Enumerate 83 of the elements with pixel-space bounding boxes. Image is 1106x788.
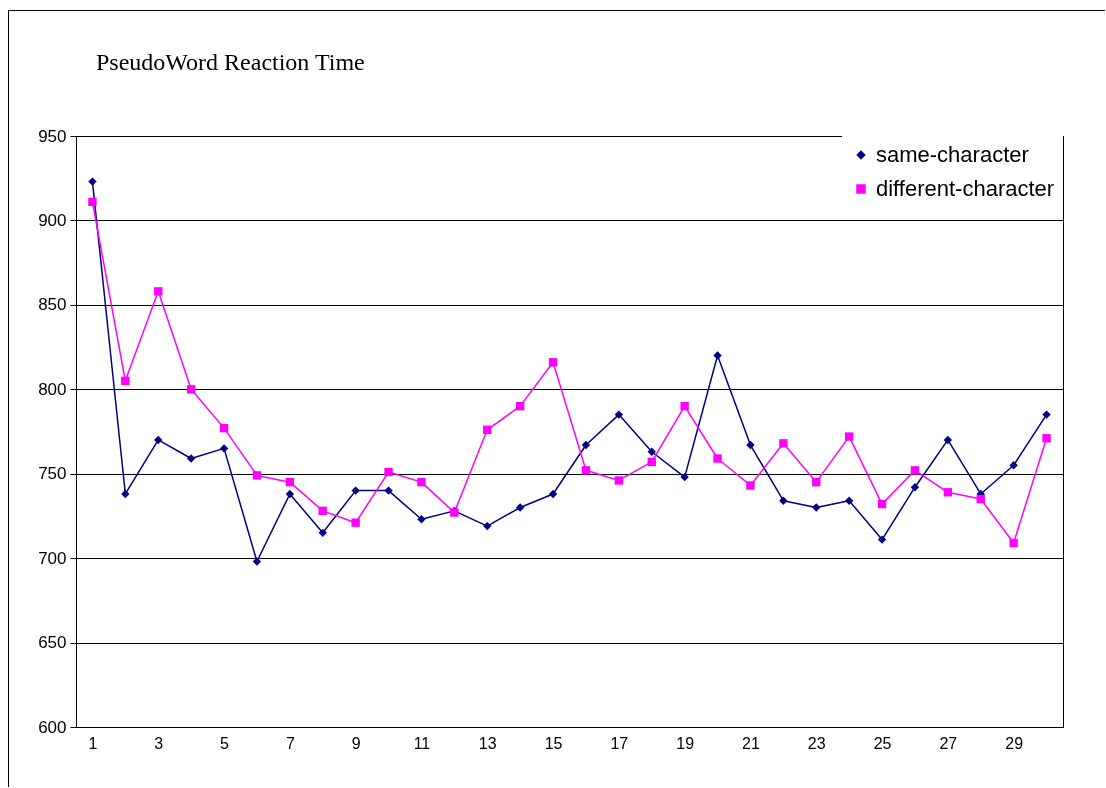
- point: [746, 481, 755, 490]
- y-tick-label: 950: [38, 126, 67, 146]
- x-tick-label: 11: [413, 734, 431, 752]
- x-tick-label: 25: [873, 734, 892, 752]
- point: [121, 376, 130, 386]
- point: [680, 401, 689, 411]
- point: [252, 557, 262, 566]
- point: [88, 197, 97, 207]
- point: [285, 489, 295, 499]
- y-tick-label: 800: [38, 379, 67, 399]
- point: [581, 466, 591, 475]
- y-tick-label: 900: [38, 210, 67, 230]
- x-tick-label: 3: [154, 734, 164, 752]
- point: [186, 385, 196, 394]
- point: [779, 496, 788, 505]
- point: [515, 401, 525, 411]
- x-tick-label: 9: [351, 734, 361, 752]
- point: [318, 528, 327, 537]
- x-tick-label: 17: [610, 734, 629, 752]
- point: [88, 177, 97, 186]
- point: [910, 483, 920, 492]
- y-tick-label: 700: [38, 548, 67, 568]
- point: [285, 477, 295, 487]
- legend-label: different-character: [876, 176, 1055, 201]
- point: [417, 515, 426, 524]
- point: [614, 410, 624, 419]
- point: [844, 496, 854, 505]
- x-tick-label: 5: [220, 734, 230, 752]
- point: [877, 535, 887, 544]
- point: [1042, 410, 1051, 419]
- y-tick-label: 600: [38, 717, 67, 737]
- point: [581, 440, 591, 450]
- y-tick-label: 650: [38, 633, 67, 653]
- point: [910, 466, 920, 475]
- point: [154, 435, 163, 445]
- point: [844, 432, 854, 441]
- point: [812, 477, 821, 487]
- point: [186, 454, 196, 463]
- x-tick-label: 1: [88, 734, 98, 752]
- x-tick-label: 21: [742, 734, 760, 752]
- x-tick-label: 7: [285, 734, 295, 752]
- x-tick-label: 27: [939, 734, 958, 752]
- point: [779, 439, 788, 448]
- x-tick-label: 13: [478, 734, 497, 752]
- point: [1009, 538, 1018, 548]
- point: [614, 476, 624, 485]
- point: [121, 489, 130, 499]
- x-tick-label: 29: [1005, 734, 1024, 752]
- point: [483, 425, 492, 434]
- point: [943, 435, 953, 445]
- point: [154, 287, 163, 296]
- point: [812, 503, 821, 512]
- point: [351, 486, 360, 495]
- legend-label: same-character: [876, 142, 1029, 167]
- point: [384, 467, 393, 477]
- point: [943, 488, 953, 497]
- x-tick-label: 15: [544, 734, 563, 752]
- point: [1009, 461, 1018, 470]
- point: [384, 486, 393, 495]
- point: [483, 521, 492, 531]
- point: [548, 358, 558, 367]
- point: [877, 499, 887, 509]
- point: [219, 444, 229, 453]
- point: [318, 506, 327, 516]
- chart-title: PseudoWord Reaction Time: [96, 49, 365, 75]
- point: [713, 454, 722, 463]
- x-tick-label: 23: [807, 734, 826, 752]
- point: [976, 494, 985, 504]
- x-tick-label: 19: [676, 734, 695, 752]
- point: [351, 518, 360, 527]
- point: [647, 457, 656, 467]
- point: [680, 472, 689, 482]
- point: [515, 503, 525, 512]
- y-tick-label: 850: [38, 295, 67, 315]
- point: [647, 447, 656, 456]
- point: [417, 477, 426, 487]
- point: [1042, 434, 1051, 443]
- point: [713, 351, 722, 360]
- point: [252, 471, 262, 480]
- point: [219, 423, 229, 433]
- y-tick-label: 750: [38, 464, 67, 484]
- point: [548, 489, 558, 499]
- point: [746, 440, 755, 450]
